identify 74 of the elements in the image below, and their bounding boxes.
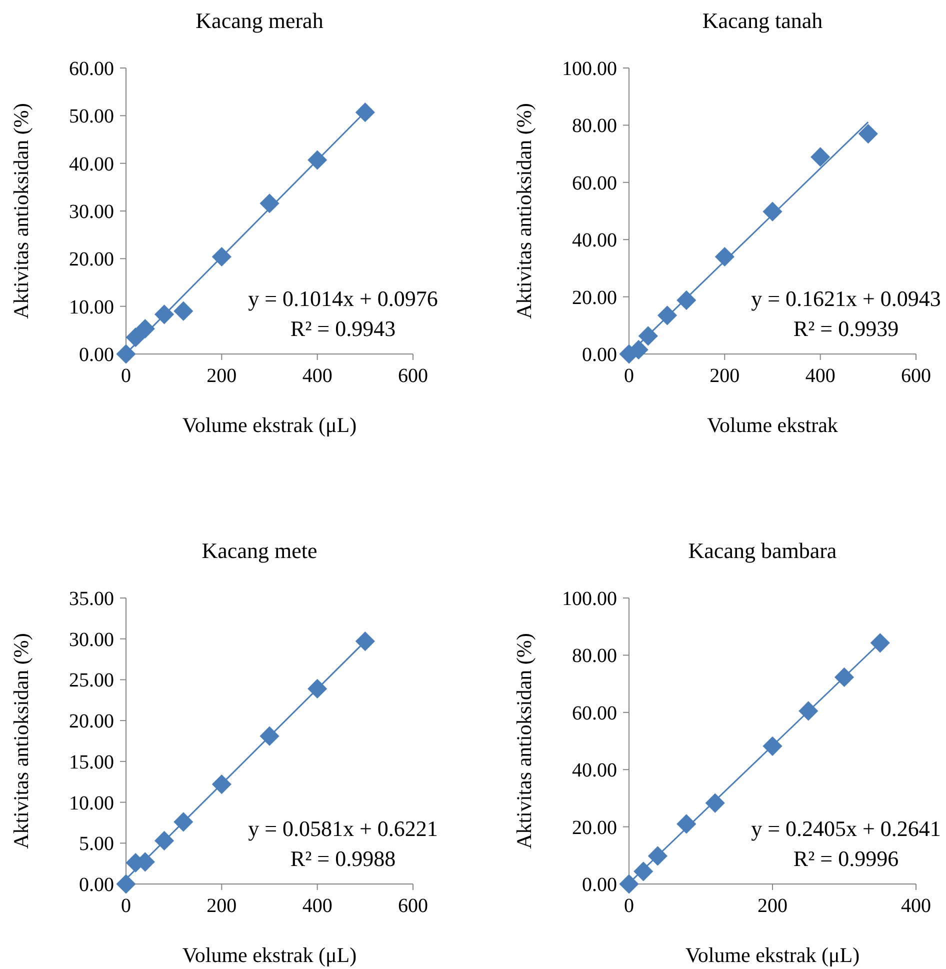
- y-tick-label: 10.00: [69, 792, 114, 814]
- point: [810, 147, 830, 167]
- y-tick-label: 20.00: [572, 816, 617, 839]
- y-axis-title: Aktivitas antioksidan (%): [512, 103, 536, 319]
- y-tick-label: 20.00: [69, 710, 114, 733]
- x-tick-label: 0: [121, 895, 131, 917]
- annotation: y = 0.1014x + 0.0976: [248, 286, 438, 311]
- x-tick-label: 600: [901, 365, 931, 387]
- chart-title: Kacang merah: [196, 8, 324, 33]
- point: [355, 632, 375, 652]
- y-tick-label: 60.00: [69, 58, 114, 80]
- point: [174, 301, 194, 321]
- annotation: R² = 0.9943: [290, 316, 396, 341]
- y-tick-label: 50.00: [69, 106, 114, 128]
- x-tick-label: 400: [901, 895, 931, 917]
- y-tick-label: 60.00: [572, 172, 617, 194]
- x-tick-label: 0: [624, 895, 634, 917]
- y-tick-label: 30.00: [69, 201, 114, 223]
- y-tick-label: 80.00: [572, 115, 617, 138]
- x-tick-label: 200: [758, 895, 788, 917]
- y-tick-label: 40.00: [69, 153, 114, 176]
- point: [116, 874, 136, 894]
- y-tick-label: 40.00: [572, 230, 617, 252]
- y-tick-label: 25.00: [69, 670, 114, 692]
- x-tick-label: 400: [302, 895, 332, 917]
- point: [648, 846, 668, 866]
- y-tick-label: 0.00: [582, 874, 617, 896]
- y-tick-label: 35.00: [69, 588, 114, 610]
- y-tick-label: 0.00: [79, 344, 114, 366]
- y-tick-label: 15.00: [69, 751, 114, 774]
- y-tick-label: 0.00: [582, 344, 617, 366]
- y-tick-label: 0.00: [79, 874, 114, 896]
- y-tick-label: 40.00: [572, 760, 617, 782]
- chart-title: Kacang mete: [202, 538, 318, 563]
- x-tick-label: 200: [206, 365, 237, 387]
- x-axis-title: Volume ekstrak: [707, 413, 838, 437]
- y-tick-label: 10.00: [69, 296, 114, 318]
- point: [858, 124, 878, 144]
- x-tick-label: 600: [398, 895, 428, 917]
- annotation: R² = 0.9996: [793, 846, 899, 871]
- y-tick-label: 5.00: [79, 833, 114, 856]
- y-tick-label: 60.00: [572, 702, 617, 724]
- y-tick-label: 20.00: [572, 286, 617, 309]
- x-axis-title: Volume ekstrak (μL): [685, 943, 860, 967]
- x-tick-label: 400: [302, 365, 332, 387]
- x-axis-title: Volume ekstrak (μL): [182, 413, 357, 437]
- y-tick-label: 30.00: [69, 628, 114, 651]
- y-tick-label: 100.00: [562, 588, 617, 610]
- y-tick-label: 80.00: [572, 645, 617, 668]
- annotation: R² = 0.9988: [290, 846, 396, 871]
- point: [116, 344, 136, 364]
- chart-title: Kacang tanah: [702, 8, 823, 33]
- x-tick-label: 400: [805, 365, 836, 387]
- annotation: y = 0.1621x + 0.0943: [751, 286, 941, 311]
- point: [174, 812, 194, 832]
- x-tick-label: 600: [398, 365, 428, 387]
- y-axis-title: Aktivitas antioksidan (%): [9, 103, 33, 319]
- annotation: R² = 0.9939: [793, 316, 899, 341]
- x-tick-label: 0: [121, 365, 131, 387]
- x-tick-label: 200: [710, 365, 740, 387]
- y-tick-label: 20.00: [69, 248, 114, 271]
- y-axis-title: Aktivitas antioksidan (%): [9, 633, 33, 849]
- annotation: y = 0.0581x + 0.6221: [248, 816, 438, 841]
- annotation: y = 0.2405x + 0.2641: [751, 816, 941, 841]
- x-tick-label: 0: [624, 365, 634, 387]
- point: [355, 102, 375, 122]
- point: [619, 874, 639, 894]
- chart-title: Kacang bambara: [688, 538, 837, 563]
- y-tick-label: 100.00: [562, 58, 617, 80]
- point: [634, 862, 654, 882]
- x-axis-title: Volume ekstrak (μL): [182, 943, 357, 967]
- y-axis-title: Aktivitas antioksidan (%): [512, 633, 536, 849]
- point: [870, 633, 890, 653]
- x-tick-label: 200: [206, 895, 237, 917]
